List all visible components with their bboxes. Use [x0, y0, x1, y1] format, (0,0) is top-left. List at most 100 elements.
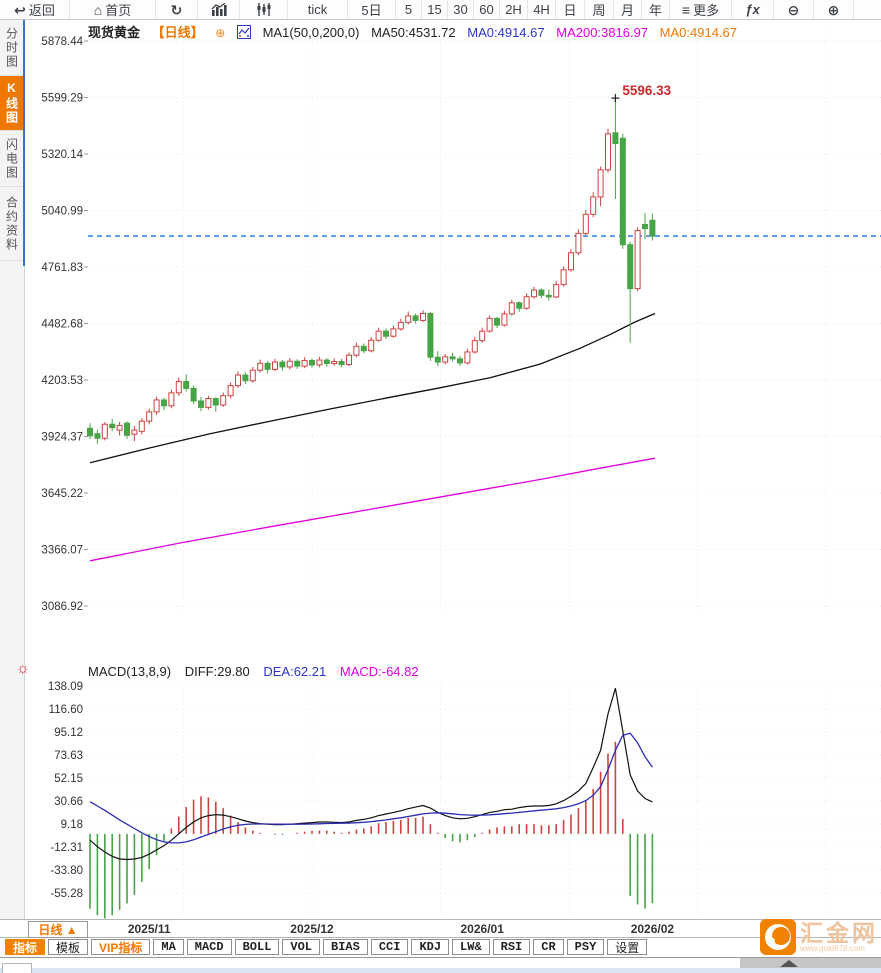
ma200-line [89, 457, 656, 562]
x-axis-label: 2025/11 [127, 922, 171, 936]
candle-body [205, 398, 212, 408]
candle-body [405, 315, 412, 323]
ma50-line [89, 312, 656, 464]
toolbar-item-更多[interactable]: ≡ 更多 [670, 0, 732, 19]
macd-axis-label: 9.18 [61, 819, 83, 831]
candle-body [190, 387, 197, 402]
toolbar-item-年[interactable]: 年 [642, 0, 670, 19]
tab-VOL[interactable]: VOL [282, 939, 321, 955]
macd-axis-label: -33.80 [50, 865, 83, 877]
candle-body [486, 317, 493, 332]
tab-KDJ[interactable]: KDJ [411, 939, 450, 955]
candle-body [420, 313, 426, 321]
toolbar-item-首页[interactable]: ⌂ 首页 [70, 0, 156, 19]
toolbar-item-4H[interactable]: 4H [528, 0, 556, 19]
candle-body [368, 339, 375, 352]
y-axis-label: 5320.14 [41, 149, 83, 161]
y-axis-label: 3086.92 [41, 601, 83, 613]
tab-设置[interactable]: 设置 [607, 939, 648, 955]
tab-RSI[interactable]: RSI [492, 939, 531, 955]
candle-body [449, 356, 456, 360]
tab-PSY[interactable]: PSY [566, 939, 605, 955]
ma-indicator-icon[interactable] [236, 25, 251, 42]
expand-triangle-icon[interactable] [780, 960, 798, 967]
tab-指标[interactable]: 指标 [5, 939, 46, 955]
candle-body [383, 330, 389, 337]
candlestick-chart[interactable]: 5878.44 5599.29 5320.14 5040.99 4761.83 4482.… [0, 0, 881, 919]
ma200-value: MA200:3816.97 [556, 25, 649, 40]
y-axis-label: 5040.99 [41, 205, 83, 217]
candle-body [508, 302, 515, 315]
candle-body [294, 360, 301, 367]
scrollbar-handle[interactable] [740, 958, 881, 968]
tab-LW&[interactable]: LW& [452, 939, 490, 955]
x-axis-label: 2026/02 [630, 922, 675, 936]
dea-value: DEA:62.21 [263, 664, 327, 679]
y-axis-label: 4203.53 [41, 375, 83, 387]
indicator-settings-icon[interactable]: ☼ [16, 660, 30, 677]
toolbar-item-5日[interactable]: 5日 [348, 0, 396, 19]
toolbar-item-label: 年 [648, 3, 662, 18]
candle-body [301, 359, 308, 367]
refresh-icon: ↻ [170, 1, 183, 18]
y-axis-label: 3645.22 [41, 488, 83, 500]
tab-CCI[interactable]: CCI [370, 939, 409, 955]
candle-body [168, 392, 175, 407]
tab-BIAS[interactable]: BIAS [323, 939, 368, 955]
toolbar-item-label: 5日 [361, 3, 382, 18]
menu-icon: ≡ [681, 1, 691, 18]
candle-body [138, 420, 145, 432]
tab-模板[interactable]: 模板 [48, 939, 89, 955]
sidebar-item-分时图[interactable]: 分时图 [0, 20, 24, 76]
tab-MA[interactable]: MA [153, 939, 184, 955]
candle-body [649, 219, 656, 237]
toolbar-item-refresh-icon[interactable]: ↻ [156, 0, 198, 19]
toolbar-item-60[interactable]: 60 [474, 0, 500, 19]
toolbar-item-label: 15 [427, 2, 442, 17]
toolbar-item-fx[interactable]: ƒx [732, 0, 774, 19]
tab-VIP指标[interactable]: VIP指标 [91, 939, 151, 955]
toolbar-item-周[interactable]: 周 [585, 0, 614, 19]
logo-title: 汇金网 [800, 919, 878, 946]
toolbar-item-label: 5 [404, 2, 413, 17]
tab-CR[interactable]: CR [533, 939, 564, 955]
home-icon: ⌂ [93, 1, 103, 18]
toolbar-item-zoom-in-icon[interactable]: ⊕ [814, 0, 854, 19]
sidebar-item-K线图[interactable]: K线图 [0, 76, 24, 131]
toolbar-item-月[interactable]: 月 [614, 0, 642, 19]
sidebar-accent-line [23, 20, 25, 266]
candle-body [286, 360, 293, 368]
horizontal-scrollbar[interactable] [0, 957, 881, 968]
macd-axis-label: 95.12 [54, 727, 83, 739]
toolbar-item-15[interactable]: 15 [422, 0, 448, 19]
toolbar-item-返回[interactable]: ↩ 返回 [0, 0, 70, 19]
macd-axis-label: 138.09 [48, 681, 83, 693]
macd-header: MACD(13,8,9) DIFF:29.80 DEA:62.21 MACD:-… [88, 664, 429, 679]
candle-body [257, 362, 264, 371]
period-dropdown-button[interactable]: 日线 ▲ [28, 921, 88, 938]
tab-MACD[interactable]: MACD [186, 939, 232, 955]
y-axis-label: 3924.37 [41, 432, 83, 444]
toolbar-item-日[interactable]: 日 [556, 0, 585, 19]
toolbar-item-candlestick-icon[interactable] [240, 0, 288, 19]
candle-body [427, 313, 434, 358]
tab-BOLL[interactable]: BOLL [234, 939, 280, 955]
toolbar-item-5[interactable]: 5 [396, 0, 422, 19]
toolbar-item-zoom-out-icon[interactable]: ⊖ [774, 0, 814, 19]
sidebar-item-闪电图[interactable]: 闪电图 [0, 131, 24, 187]
toolbar-item-2H[interactable]: 2H [500, 0, 528, 19]
sidebar-item-合约资料[interactable]: 合约资料 [0, 187, 24, 261]
add-indicator-icon[interactable]: ⊕ [215, 26, 226, 40]
candle-body [523, 296, 530, 309]
x-axis-label: 2026/01 [460, 922, 504, 936]
candle-body [397, 321, 404, 330]
toolbar-item-label: 30 [453, 2, 468, 17]
candle-body [323, 359, 330, 365]
candle-body [494, 317, 500, 326]
high-price-annotation: 5596.33 [622, 83, 671, 98]
candle-body [545, 294, 552, 298]
toolbar-item-tick[interactable]: tick [288, 0, 348, 19]
toolbar-item-30[interactable]: 30 [448, 0, 474, 19]
toolbar-item-area-chart-icon[interactable] [198, 0, 240, 19]
candle-body [331, 360, 338, 365]
